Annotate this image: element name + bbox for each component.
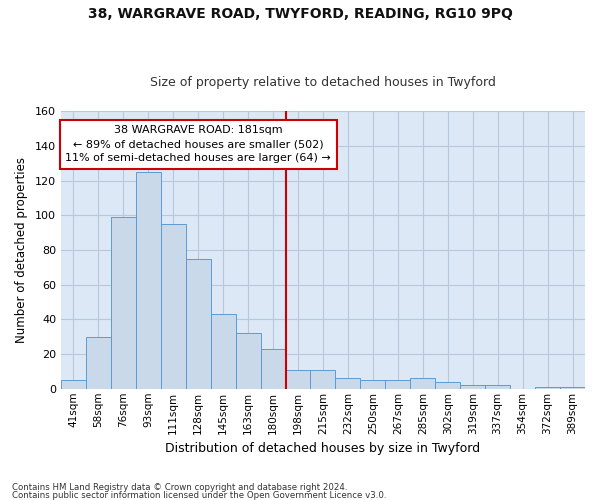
Bar (410, 378, 435, 389)
Bar (161, 224, 186, 389)
Bar (385, 380, 410, 389)
Bar (361, 380, 385, 389)
Bar (211, 314, 236, 389)
Bar (286, 370, 310, 389)
X-axis label: Distribution of detached houses by size in Twyford: Distribution of detached houses by size … (166, 442, 481, 455)
Bar (485, 386, 510, 389)
Y-axis label: Number of detached properties: Number of detached properties (15, 157, 28, 343)
Bar (136, 172, 161, 389)
Bar (260, 349, 286, 389)
Bar (535, 387, 560, 389)
Text: 38 WARGRAVE ROAD: 181sqm
← 89% of detached houses are smaller (502)
11% of semi-: 38 WARGRAVE ROAD: 181sqm ← 89% of detach… (65, 126, 331, 164)
Bar (236, 334, 260, 389)
Title: Size of property relative to detached houses in Twyford: Size of property relative to detached ho… (150, 76, 496, 90)
Bar (111, 217, 136, 389)
Bar (86, 337, 111, 389)
Bar (560, 387, 585, 389)
Text: Contains public sector information licensed under the Open Government Licence v3: Contains public sector information licen… (12, 490, 386, 500)
Bar (435, 382, 460, 389)
Bar (310, 370, 335, 389)
Text: 38, WARGRAVE ROAD, TWYFORD, READING, RG10 9PQ: 38, WARGRAVE ROAD, TWYFORD, READING, RG1… (88, 8, 512, 22)
Text: Contains HM Land Registry data © Crown copyright and database right 2024.: Contains HM Land Registry data © Crown c… (12, 484, 347, 492)
Bar (460, 386, 485, 389)
Bar (186, 259, 211, 389)
Bar (335, 378, 361, 389)
Bar (61, 380, 86, 389)
